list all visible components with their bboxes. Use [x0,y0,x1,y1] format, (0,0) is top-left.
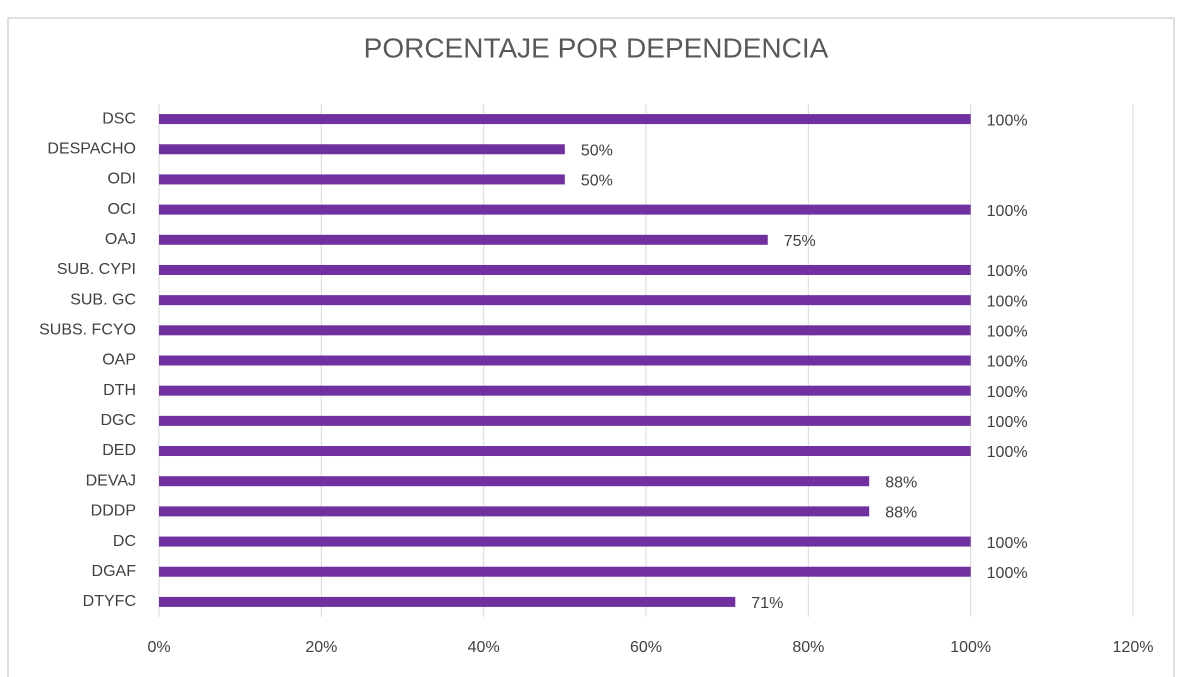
y-tick-label: SUB. CYPI [57,261,136,278]
bar [159,114,971,125]
y-tick-label: DSC [102,110,136,127]
bar [159,174,565,185]
y-tick-label: OAP [102,352,136,369]
data-label: 100% [987,354,1028,371]
y-tick-label: DTH [103,382,136,399]
y-tick-label: ODI [108,171,136,188]
data-label: 50% [581,142,613,159]
data-label: 100% [987,324,1028,341]
data-label: 100% [987,293,1028,310]
y-tick-label: DDDP [91,503,136,520]
y-tick-label: OAJ [105,231,136,248]
y-tick-label: DGAF [92,563,137,580]
x-tick-label: 120% [1113,639,1154,656]
bar [159,506,870,517]
bar [159,476,870,487]
data-label: 100% [987,203,1028,220]
y-tick-label: SUBS. FCYO [39,322,136,339]
data-label: 100% [987,112,1028,129]
x-tick-label: 80% [792,639,824,656]
chart-title: PORCENTAJE POR DEPENDENCIA [364,32,829,63]
x-tick-label: 40% [468,639,500,656]
data-label: 88% [885,474,917,491]
x-tick-label: 0% [147,639,170,656]
bar [159,536,971,547]
data-label: 100% [987,565,1028,582]
data-label: 71% [751,595,783,612]
data-label: 100% [987,414,1028,431]
y-tick-label: DTYFC [83,593,136,610]
bar [159,325,971,336]
y-tick-label: OCI [108,201,136,218]
x-tick-label: 60% [630,639,662,656]
bar [159,234,768,245]
data-label: 50% [581,173,613,190]
bar [159,446,971,457]
x-tick-label: 100% [950,639,991,656]
y-tick-label: SUB. GC [70,291,136,308]
bar [159,596,736,607]
y-tick-label: DEVAJ [86,472,136,489]
data-label: 75% [784,233,816,250]
data-label: 100% [987,263,1028,280]
data-label: 100% [987,384,1028,401]
data-label: 100% [987,535,1028,552]
bar [159,144,565,155]
bar [159,385,971,396]
y-tick-label: DGC [100,412,136,429]
bar [159,295,971,306]
y-tick-label: DC [113,533,136,550]
y-tick-label: DED [102,442,136,459]
bar [159,415,971,426]
y-tick-label: DESPACHO [47,140,136,157]
bar [159,566,971,577]
bar [159,355,971,366]
bar [159,264,971,275]
x-tick-label: 20% [305,639,337,656]
data-label: 88% [885,505,917,522]
data-label: 100% [987,444,1028,461]
bar [159,204,971,215]
